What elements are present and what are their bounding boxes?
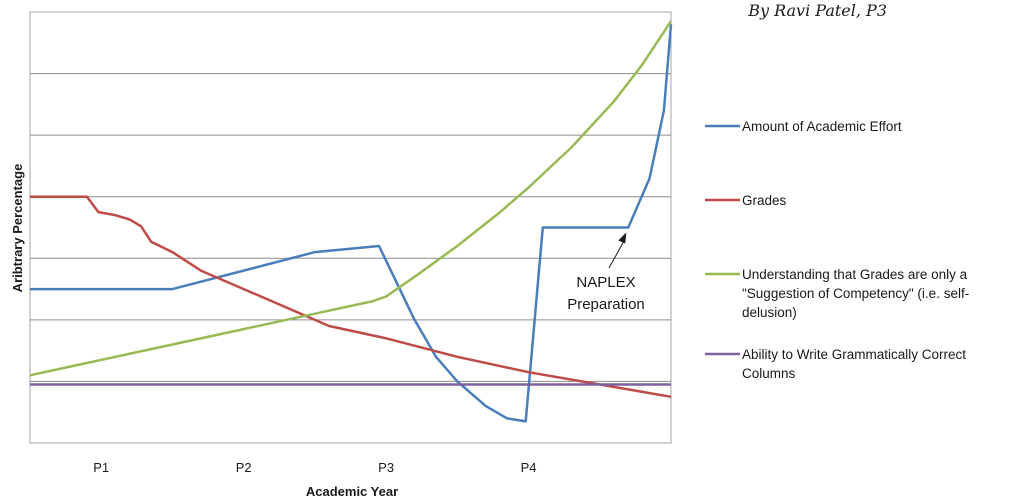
legend-label: Ability to Write Grammatically Correct Co…	[742, 347, 966, 381]
x-tick-labels: P1 P2 P3 P4	[93, 460, 536, 475]
y-axis-title: Aribtrary Percentage	[10, 164, 25, 293]
x-tick-label: P2	[236, 460, 252, 475]
series-line-1	[30, 24, 673, 423]
legend-label: Understanding that Grades are only a "Sug…	[742, 267, 969, 320]
legend-label: Amount of Academic Effort	[742, 119, 902, 134]
annotation-text: NAPLEX Preparation	[567, 274, 645, 313]
legend-item: Amount of Academic Effort	[705, 119, 902, 134]
plot-border	[29, 11, 672, 444]
series-layer	[29, 20, 673, 423]
x-tick-label: P1	[93, 460, 109, 475]
plot-area	[29, 11, 673, 444]
legend-item: Understanding that Grades are only a "Sug…	[705, 267, 969, 320]
annotations: NAPLEX Preparation	[567, 232, 645, 313]
series-line-3	[29, 20, 673, 377]
series-line-2	[30, 195, 672, 399]
x-axis-title: Academic Year	[306, 484, 398, 499]
gridlines	[30, 73, 671, 382]
annotation-arrow	[608, 240, 625, 269]
legend: Amount of Academic Effort Grades Understan…	[705, 119, 969, 381]
legend-item: Ability to Write Grammatically Correct Co…	[705, 347, 966, 381]
naplex-annotation: NAPLEX Preparation	[567, 232, 645, 313]
x-tick-label: P3	[378, 460, 394, 475]
annotation-arrowhead	[618, 232, 627, 244]
byline: By Ravi Patel, P3	[747, 1, 887, 20]
legend-item: Grades	[705, 193, 787, 208]
legend-label: Grades	[742, 193, 787, 208]
x-tick-label: P4	[521, 460, 537, 475]
